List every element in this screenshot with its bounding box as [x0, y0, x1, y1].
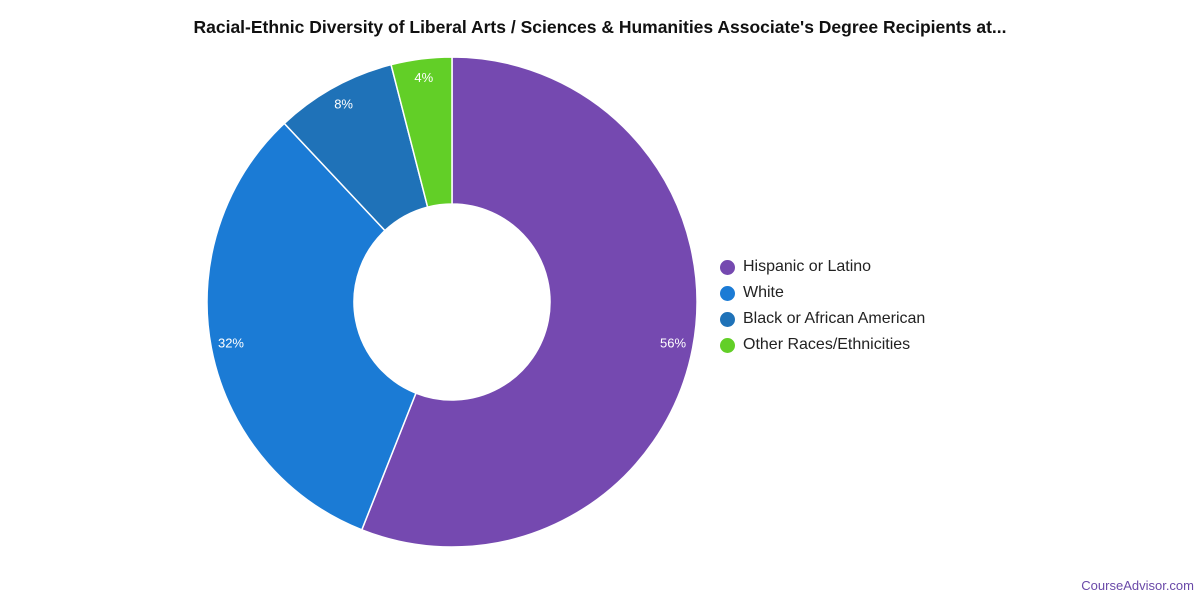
slice-label-2: 8%	[334, 96, 353, 111]
slice-1	[206, 122, 417, 531]
slice-0	[360, 56, 698, 548]
legend-label-1: White	[743, 284, 784, 301]
legend-swatch-3	[720, 337, 735, 353]
slice-label-0: 56%	[660, 336, 686, 351]
watermark: CourseAdvisor.com	[1081, 578, 1194, 593]
legend-swatch-0	[720, 259, 735, 275]
legend-item-3: Other Races/Ethnicities	[720, 332, 925, 358]
legend-item-0: Hispanic or Latino	[720, 254, 925, 280]
chart-title: Racial-Ethnic Diversity of Liberal Arts …	[193, 17, 1007, 37]
legend-label-2: Black or African American	[743, 310, 926, 327]
legend-swatch-2	[720, 311, 735, 327]
slice-label-1: 32%	[218, 336, 244, 351]
legend-label-0: Hispanic or Latino	[743, 258, 872, 275]
legend-label-3: Other Races/Ethnicities	[743, 336, 911, 353]
legend-swatch-1	[720, 285, 735, 301]
slice-3	[390, 56, 453, 208]
slice-label-3: 4%	[414, 70, 433, 85]
legend-item-2: Black or African American	[720, 306, 925, 332]
chart-legend: Hispanic or Latino White Black or African …	[720, 254, 925, 358]
legend-item-1: White	[720, 280, 925, 306]
